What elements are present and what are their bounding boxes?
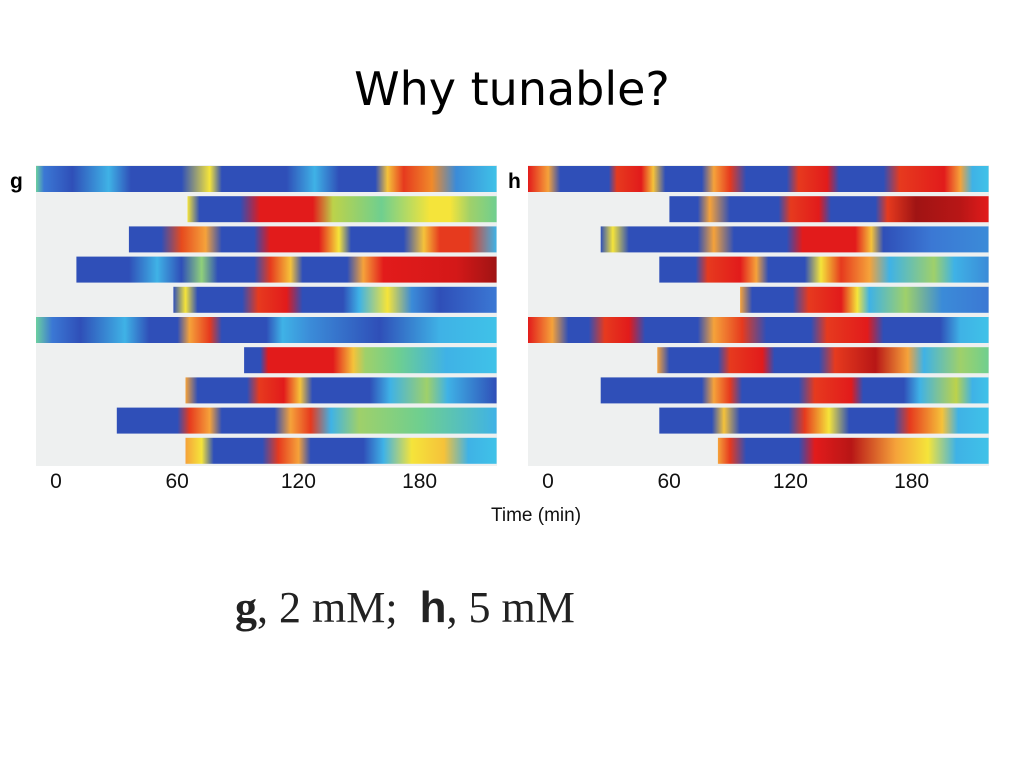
slide-title: Why tunable? [354,62,670,116]
trace-row-g-1 [36,166,497,192]
caption-g-letter: g [235,583,257,632]
trace-row-g-7 [244,347,497,374]
x-tick-g-180: 180 [402,470,438,493]
x-tick-g-120: 120 [280,470,316,493]
caption-g-text: , 2 mM; [257,583,398,632]
trace-row-g-4 [76,256,497,283]
trace-row-g-6 [36,317,497,343]
trace-row-h-10 [717,437,989,464]
x-tick-g-0: 0 [50,470,62,493]
x-tick-h-0: 0 [542,470,554,493]
caption-h-letter: h [419,583,447,632]
trace-row-h-5 [740,286,989,313]
trace-row-h-3 [600,226,989,253]
x-axis-label: Time (min) [490,505,582,526]
trace-row-g-5 [173,286,497,313]
x-tick-g-60: 60 [165,470,189,493]
trace-row-h-7 [657,347,989,374]
trace-row-h-6 [528,317,989,343]
trace-row-g-8 [185,377,497,404]
trace-row-g-10 [185,437,497,464]
trace-row-h-2 [669,196,989,223]
x-tick-h-120: 120 [772,470,808,493]
x-tick-h-180: 180 [894,470,930,493]
trace-row-h-4 [659,256,989,283]
caption-h-text: , 5 mM [446,583,575,632]
trace-row-g-9 [116,407,497,434]
trace-row-h-1 [528,166,989,192]
panel-label-g: g [10,170,23,193]
panel-label-h: h [508,170,521,193]
trace-row-h-9 [659,407,989,434]
trace-row-h-8 [600,377,989,404]
x-tick-h-60: 60 [657,470,681,493]
trace-row-g-2 [187,196,497,223]
trace-row-g-3 [128,226,497,253]
figure-caption: g, 2 mM; h, 5 mM [235,582,575,633]
